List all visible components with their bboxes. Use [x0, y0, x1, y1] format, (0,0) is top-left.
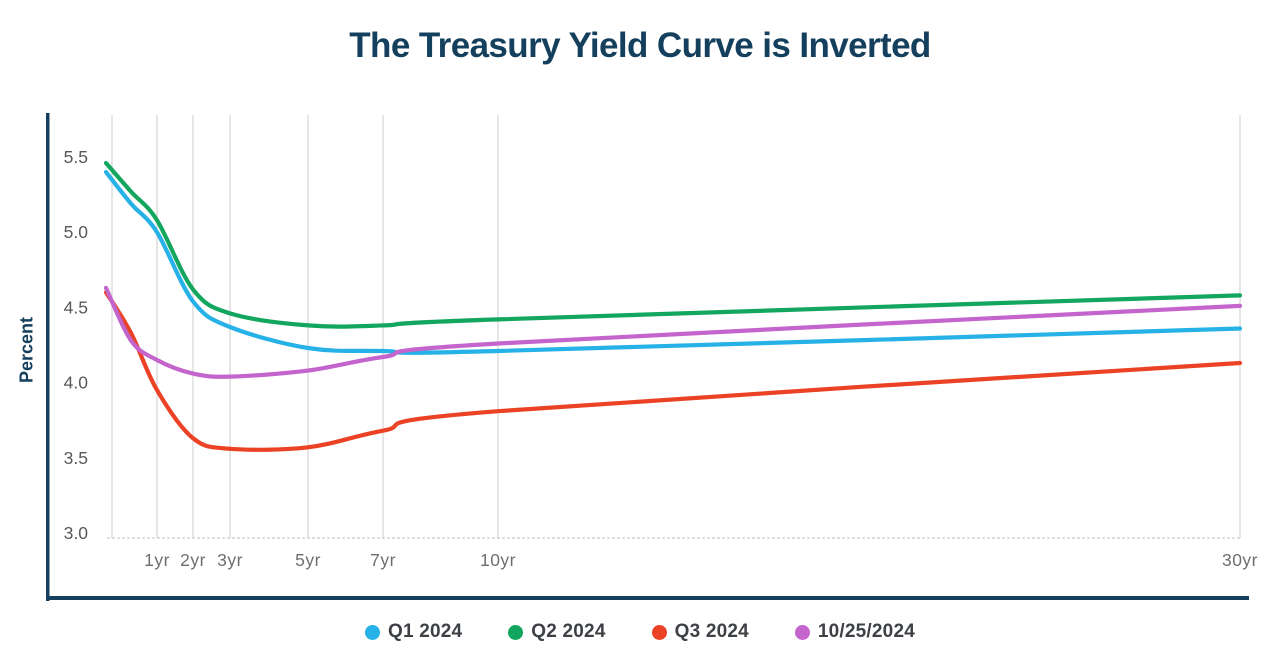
- series-line-q3-2024: [103, 290, 1243, 452]
- x-tick-label: 2yr: [180, 550, 206, 570]
- y-tick-label: 5.5: [64, 147, 88, 167]
- x-tick-label: 3yr: [217, 550, 243, 570]
- legend-dot-icon: [365, 624, 380, 640]
- x-tick-label: 30yr: [1222, 550, 1258, 570]
- legend-label: 10/25/2024: [817, 621, 915, 642]
- legend-dot-icon: [508, 624, 524, 640]
- y-tick-label: 4.5: [64, 297, 88, 317]
- legend: Q1 2024 Q2 2024 Q3 2024 10/25/2024: [0, 621, 1280, 643]
- x-tick-label: 5yr: [295, 550, 321, 570]
- x-tick-label: 10yr: [480, 550, 516, 570]
- legend-item-q3-2024: Q3 2024: [651, 621, 749, 643]
- y-tick-label: 3.5: [64, 448, 88, 468]
- legend-label: Q1 2024: [388, 621, 463, 642]
- legend-label: Q3 2024: [674, 621, 749, 642]
- legend-item-10-25-2024: 10/25/2024: [794, 621, 915, 643]
- series-line-10-25-2024: [103, 285, 1243, 379]
- legend-item-q1-2024: Q1 2024: [365, 621, 462, 643]
- legend-dot-icon: [794, 624, 810, 640]
- y-tick-label: 4.0: [64, 373, 89, 393]
- x-tick-label: 7yr: [370, 550, 396, 570]
- y-axis-spine: [46, 113, 50, 601]
- series-line-q2-2024: [103, 160, 1243, 329]
- y-tick-label: 3.0: [64, 523, 89, 543]
- legend-label: Q2 2024: [531, 621, 606, 642]
- legend-dot-icon: [651, 624, 667, 640]
- x-axis-spine: [46, 596, 1249, 600]
- x-tick-label: 1yr: [144, 550, 170, 570]
- y-tick-label: 5.0: [64, 222, 89, 242]
- series-line-q1-2024: [103, 169, 1243, 355]
- legend-item-q2-2024: Q2 2024: [508, 621, 605, 643]
- page-title: The Treasury Yield Curve is Inverted: [349, 26, 931, 65]
